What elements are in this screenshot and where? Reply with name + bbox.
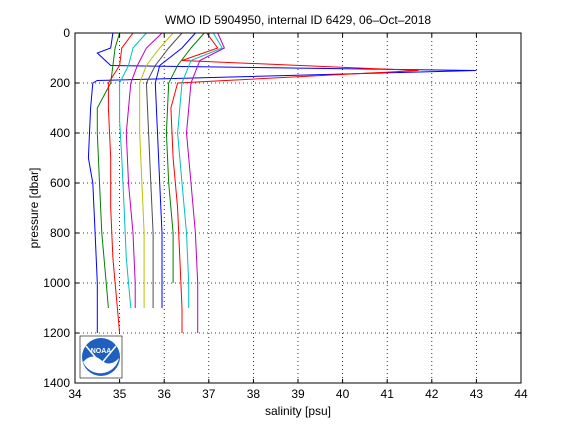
x-tick-label: 36 bbox=[158, 387, 172, 401]
y-tick-label: 400 bbox=[50, 126, 70, 140]
x-tick-label: 43 bbox=[470, 387, 484, 401]
y-tick-label: 1200 bbox=[43, 326, 70, 340]
y-tick-label: 1400 bbox=[43, 376, 70, 390]
logo-bird bbox=[85, 345, 117, 366]
x-tick-label: 37 bbox=[202, 387, 216, 401]
x-axis-label: salinity [psu] bbox=[265, 404, 331, 418]
y-tick-label: 600 bbox=[50, 176, 70, 190]
y-tick-label: 200 bbox=[50, 76, 70, 90]
x-tick-label: 41 bbox=[381, 387, 395, 401]
logo-text: NOAA bbox=[91, 348, 112, 355]
noaa-logo: NOAA bbox=[79, 335, 123, 379]
series-line-6 bbox=[139, 32, 174, 308]
chart-title: WMO ID 5904950, internal ID 6429, 06–Oct… bbox=[165, 13, 431, 27]
plot-area bbox=[75, 33, 521, 383]
series-line-9 bbox=[165, 32, 205, 283]
series-line-5 bbox=[125, 32, 163, 308]
x-tick-label: 34 bbox=[68, 387, 82, 401]
series-line-4 bbox=[119, 32, 147, 309]
series-layer bbox=[87, 32, 477, 334]
y-tick-label: 800 bbox=[50, 226, 70, 240]
series-line-12 bbox=[185, 32, 226, 333]
y-axis-label: pressure [dbar] bbox=[27, 168, 41, 249]
y-tick-label: 0 bbox=[63, 26, 70, 40]
series-line-10 bbox=[170, 32, 419, 333]
x-tick-label: 40 bbox=[336, 387, 350, 401]
x-tick-label: 38 bbox=[247, 387, 261, 401]
series-line-7 bbox=[145, 32, 183, 308]
x-tick-label: 39 bbox=[291, 387, 305, 401]
series-line-8 bbox=[154, 32, 196, 308]
axis-ticks: 34 35 36 37 38 39 40 41 42 43 44 0 200 400 600 800 1000 1… bbox=[43, 26, 528, 401]
y-tick-label: 1000 bbox=[43, 276, 70, 290]
x-tick-label: 44 bbox=[514, 387, 528, 401]
series-line-3 bbox=[107, 32, 134, 334]
x-tick-label: 35 bbox=[113, 387, 127, 401]
series-line-2 bbox=[96, 32, 121, 309]
x-tick-label: 42 bbox=[425, 387, 439, 401]
series-line-11 bbox=[177, 32, 223, 308]
series-line-1 bbox=[87, 32, 477, 333]
